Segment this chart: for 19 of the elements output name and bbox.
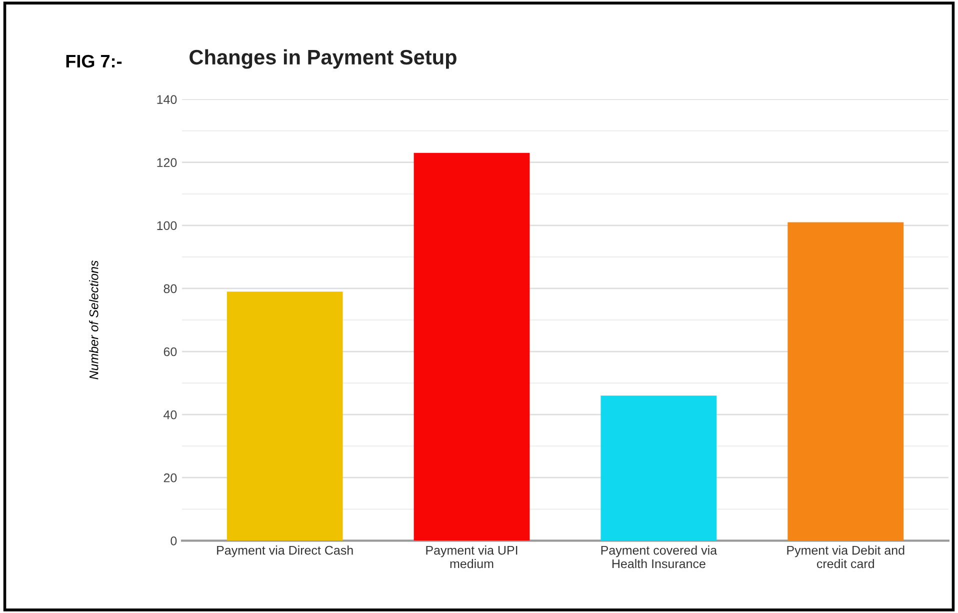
y-tick-label: 40 xyxy=(164,410,177,420)
y-tick-label: 80 xyxy=(164,284,177,294)
chart-title: Changes in Payment Setup xyxy=(190,49,456,69)
y-tick-label: 0 xyxy=(170,536,177,546)
y-tick-label: 100 xyxy=(157,221,177,230)
y-tick-label: 60 xyxy=(164,347,177,356)
x-tick-label: Payment via Direct Cash xyxy=(217,546,353,558)
bar xyxy=(414,152,530,541)
y-axis-title: Number of Selections xyxy=(89,260,98,380)
x-tick-label: Payment via UPI medium xyxy=(426,546,518,568)
x-tick-label: Payment covered via Health Insurance xyxy=(601,546,718,568)
caption: FIG 7:- xyxy=(66,54,122,68)
y-tick-label: 20 xyxy=(164,473,177,482)
bar xyxy=(226,292,343,541)
y-tick-label: 140 xyxy=(157,95,177,104)
y-tick-label: 120 xyxy=(157,158,177,168)
bar xyxy=(788,222,904,541)
x-tick-label: Pyment via Debit and credit card xyxy=(787,546,904,568)
bar xyxy=(600,396,717,541)
